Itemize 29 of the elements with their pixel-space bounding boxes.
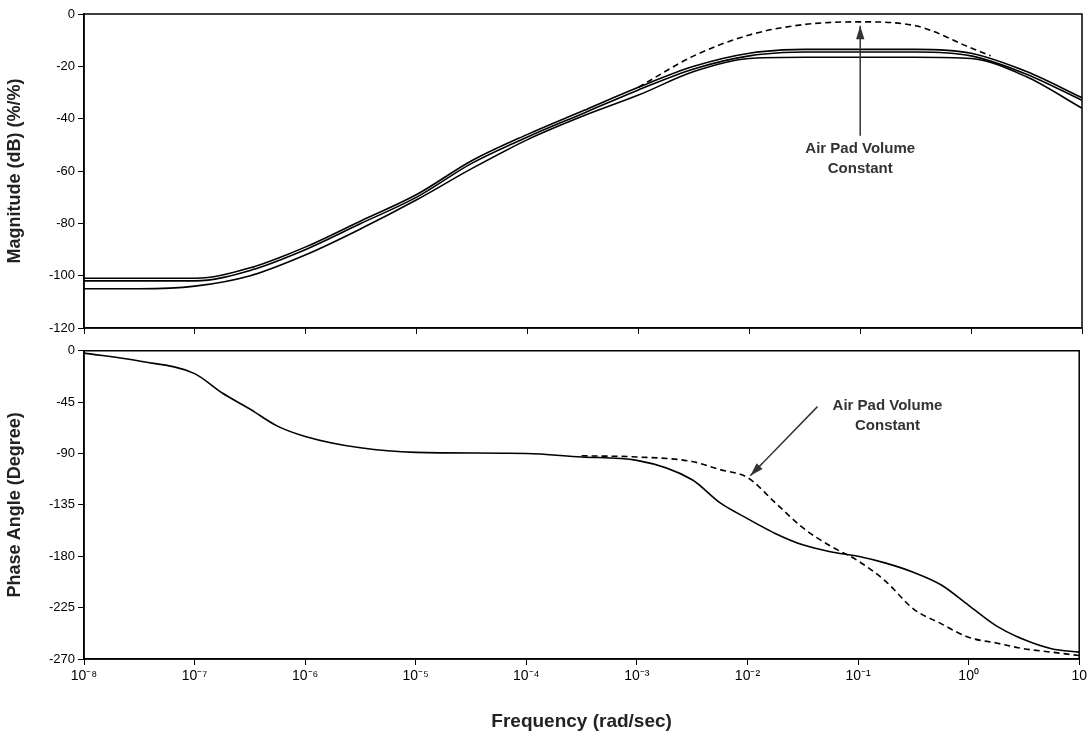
x-tick-label: 10⁻⁵: [402, 667, 429, 684]
y-tick-label: -20: [56, 57, 75, 73]
y-tick-label: -270: [48, 650, 75, 666]
x-tick-label: 10⁻¹: [845, 667, 872, 684]
y-tick-label: -180: [48, 547, 75, 563]
y-tick-label: -100: [48, 267, 75, 283]
y-tick-label: -60: [56, 162, 75, 178]
y-tick-label: -90: [56, 445, 75, 461]
x-axis-title: Frequency (rad/sec): [491, 709, 672, 731]
y-tick-label: 0: [67, 342, 75, 358]
x-tick-label: 10⁻²: [734, 667, 761, 684]
y-tick-label: -120: [48, 319, 75, 335]
x-tick-label: 10: [1071, 667, 1088, 684]
y-tick-label: -40: [56, 110, 75, 126]
x-tick-label: 10⁻⁴: [513, 667, 540, 684]
annotation: Air Pad Volume Constant: [832, 396, 943, 434]
x-tick-label: 10⁻⁸: [70, 667, 98, 684]
x-tick-label: 10⁻⁶: [291, 667, 319, 684]
x-tick-label: 10⁻⁷: [181, 667, 208, 684]
y-tick-label: -45: [56, 393, 75, 409]
y-axis-title: Phase Angle (Degree): [3, 412, 24, 598]
y-tick-label: 0: [67, 5, 75, 21]
annotation: Air Pad Volume Constant: [805, 139, 916, 177]
y-tick-label: -135: [48, 496, 75, 512]
y-axis-title: Magnitude (dB) (%/%): [3, 78, 24, 264]
y-tick-label: -225: [48, 599, 75, 615]
x-tick-label: 10⁻³: [624, 667, 650, 684]
x-tick-label: 10⁰: [958, 667, 979, 684]
y-tick-label: -80: [56, 214, 75, 230]
